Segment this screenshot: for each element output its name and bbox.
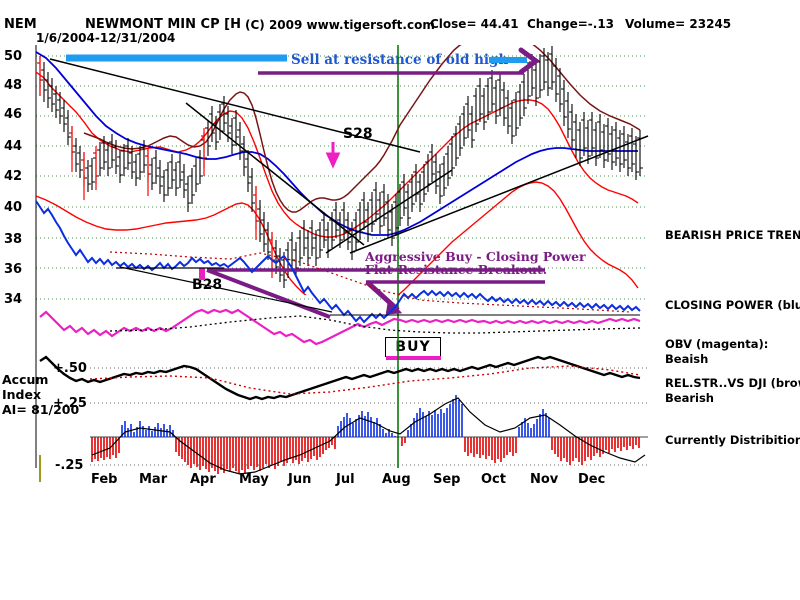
x-axis-label-nov: Nov <box>530 472 559 487</box>
y-axis-label-42: 42 <box>4 169 23 184</box>
buy-signal-box: BUY <box>385 337 441 357</box>
closing-power-resistance-line <box>119 266 333 313</box>
purple-diagonal-from-b28 <box>206 268 331 319</box>
ticker-symbol: NEM <box>4 17 37 32</box>
rel-strength-line <box>39 355 641 401</box>
rel-strength-dotted-ma <box>89 365 641 395</box>
accum-index-line2: Index <box>2 387 42 402</box>
x-axis-label-sep: Sep <box>433 472 461 487</box>
sell-arrow-magenta <box>325 142 341 169</box>
price-change: Change=-.13 <box>527 17 615 31</box>
y-axis-label-34: 34 <box>4 292 23 307</box>
company-name: NEWMONT MIN CP [H <box>85 17 241 32</box>
y-axis-label-38: 38 <box>4 232 23 247</box>
lower-gridlines <box>90 367 648 466</box>
rel-strength-label: REL.STR..VS DJI (brow <box>665 376 800 390</box>
x-axis-label-mar: Mar <box>139 472 168 487</box>
buy-arrow-magenta <box>199 268 205 280</box>
x-axis-label-apr: Apr <box>190 472 216 487</box>
ohlc-price-bars <box>37 46 643 288</box>
buy-signal-box-label: BUY <box>395 339 431 355</box>
rel-strength-panel <box>39 355 641 401</box>
y-axis-label-44: 44 <box>4 139 23 154</box>
downtrend-line <box>49 58 421 153</box>
x-axis-label-oct: Oct <box>481 472 506 487</box>
x-axis-label-jul: Jul <box>336 472 355 487</box>
closing-power-label: CLOSING POWER (blue <box>665 298 800 312</box>
x-axis-label-may: May <box>239 472 269 487</box>
accum-index-histogram <box>90 395 648 475</box>
x-axis-label-jun: Jun <box>288 472 312 487</box>
y-axis-label-46: 46 <box>4 107 23 122</box>
y-axis-label-48: 48 <box>4 78 23 93</box>
volume-value: Volume= 23245 <box>625 17 732 31</box>
date-range: 1/6/2004-12/31/2004 <box>36 31 176 45</box>
x-axis-label-aug: Aug <box>382 472 411 487</box>
obv-label: OBV (magenta): <box>665 337 769 351</box>
distribution-label: Currently Distribition <box>665 433 800 447</box>
sell-annotation-arrowhead <box>518 47 541 75</box>
close-price: Close= 44.41 <box>430 17 519 31</box>
lower-band-line <box>36 181 639 295</box>
copyright-text: (C) 2009 www.tigersoft.com <box>245 18 435 32</box>
rel-strength-value: Bearish <box>665 391 714 405</box>
y-axis-label-plus25: +.25 <box>53 396 87 411</box>
y-axis-label-40: 40 <box>4 200 23 215</box>
accum-trend-line <box>91 397 646 475</box>
ohlc-down-bars <box>37 56 273 278</box>
annotation-sell-resistance: Sell at resistance of old high <box>291 52 509 68</box>
annotation-aggressive-buy-line1: Aggressive Buy - Closing Power <box>365 249 586 264</box>
x-axis-label-dec: Dec <box>578 472 606 487</box>
y-axis-label-36: 36 <box>4 262 23 277</box>
price-trend-label: BEARISH PRICE TREN <box>665 228 800 242</box>
obv-dotted-trend <box>109 315 641 334</box>
y-axis-label-50: 50 <box>4 49 23 64</box>
closing-power-line <box>36 200 641 324</box>
buy-signal-underline <box>386 356 441 360</box>
moving-average-brown <box>83 45 641 213</box>
closing-power-dotted-trend <box>109 251 631 313</box>
obv-value: Beaish <box>665 352 709 366</box>
y-axis-label-minus25: -.25 <box>55 458 84 473</box>
accum-index-line1: Accum <box>2 372 49 387</box>
uptrend-line <box>349 135 649 254</box>
x-axis-label-feb: Feb <box>91 472 118 487</box>
downtrend-line-secondary <box>185 102 365 246</box>
accum-index-value: AI= 81/200 <box>2 402 80 417</box>
